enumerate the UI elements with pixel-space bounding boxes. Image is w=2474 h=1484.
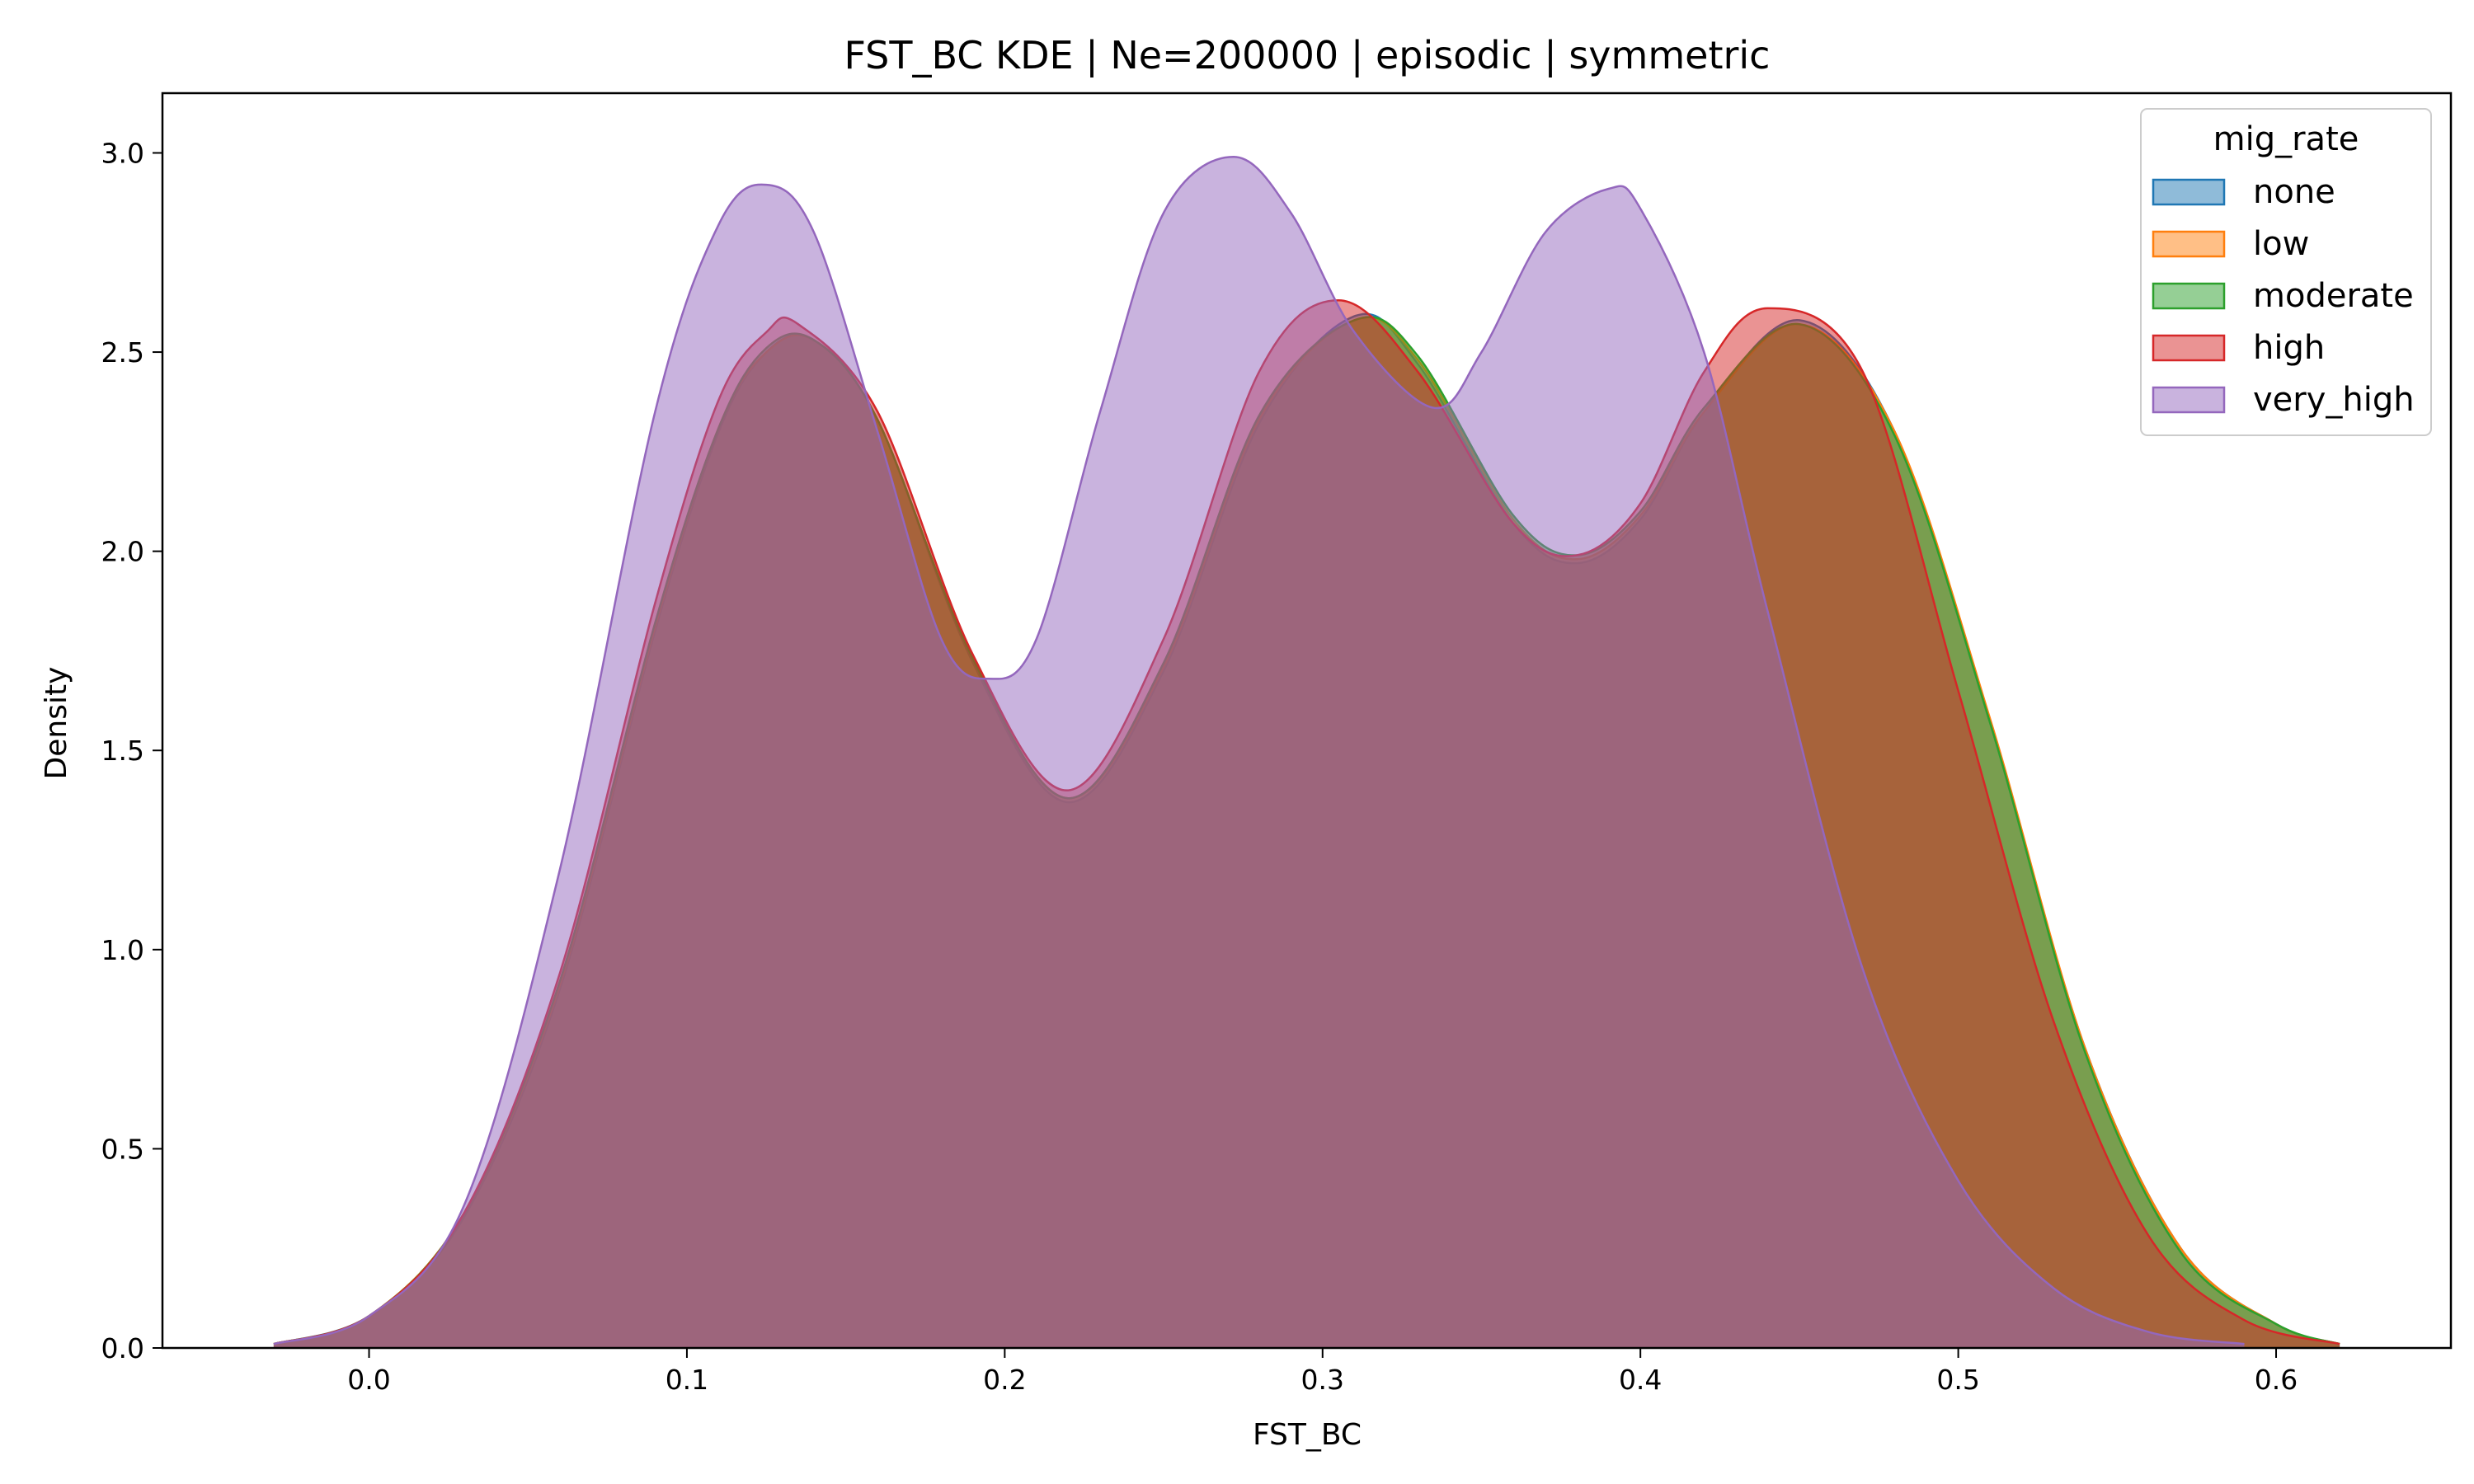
x-tick-label: 0.5 <box>1936 1364 1979 1396</box>
x-tick-label: 0.1 <box>666 1364 708 1396</box>
legend-swatch-moderate <box>2152 282 2226 310</box>
y-tick-label: 3.0 <box>101 137 144 169</box>
legend-label-very-high: very_high <box>2253 381 2415 419</box>
legend-title: mig_rate <box>2213 120 2359 158</box>
legend-items: none low moderate high very_high <box>2152 173 2415 419</box>
y-tick-label: 1.0 <box>101 934 144 966</box>
plot-frame <box>161 92 2453 1350</box>
y-tick-label: 2.0 <box>101 536 144 568</box>
legend-label-none: none <box>2253 173 2335 211</box>
series-layer <box>273 156 2340 1348</box>
axes-layer: 0.0 0.1 0.2 0.3 0.4 0.5 0.6 0.0 0.5 1.0 1.5 2.0 2.5 3… <box>101 92 2453 1396</box>
legend-label-high: high <box>2253 329 2325 367</box>
legend: mig_rate none low moderate high very_high <box>2140 108 2432 436</box>
legend-label-low: low <box>2253 225 2309 263</box>
kde-area-very-high <box>273 157 2245 1348</box>
x-tick-label: 0.3 <box>1301 1364 1344 1396</box>
kde-line-very-high <box>273 156 2245 1345</box>
x-tick-label: 0.4 <box>1619 1364 1662 1396</box>
y-tick-label: 0.5 <box>101 1133 144 1165</box>
y-axis-label: Density <box>40 667 73 780</box>
y-tick-label: 2.5 <box>101 336 144 369</box>
chart-title: FST_BC KDE | Ne=200000 | episodic | symm… <box>844 33 1771 78</box>
y-tick-label: 1.5 <box>101 735 144 767</box>
legend-swatch-low <box>2152 230 2226 258</box>
x-tick-label: 0.0 <box>347 1364 390 1396</box>
legend-label-moderate: moderate <box>2253 277 2414 315</box>
legend-swatch-very-high <box>2152 386 2226 414</box>
y-tick-label: 0.0 <box>101 1332 144 1364</box>
legend-swatch-high <box>2152 334 2226 362</box>
x-axis-label: FST_BC <box>1253 1418 1362 1452</box>
legend-swatch-none <box>2152 178 2226 206</box>
x-tick-label: 0.2 <box>983 1364 1026 1396</box>
x-tick-label: 0.6 <box>2255 1364 2298 1396</box>
